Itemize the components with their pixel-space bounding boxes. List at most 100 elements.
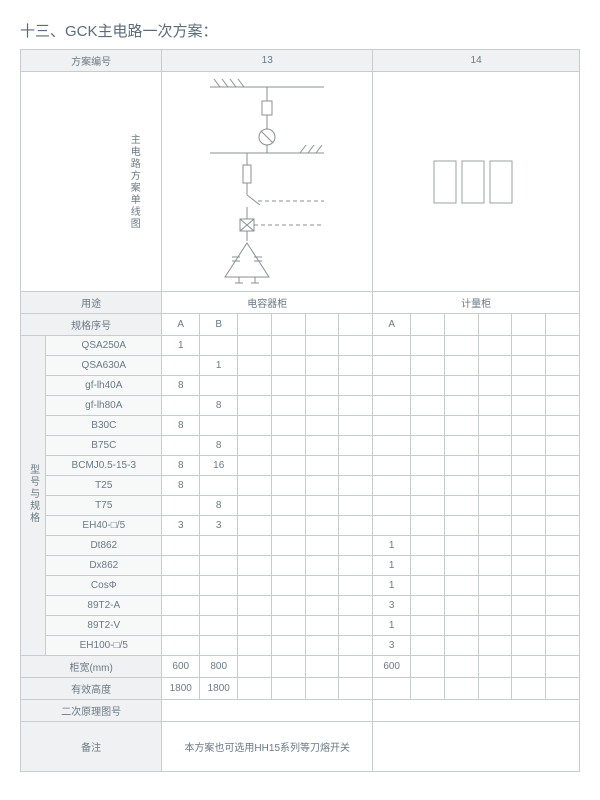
cell: [271, 376, 305, 396]
cell: [411, 596, 445, 616]
cell: 1: [373, 536, 411, 556]
cell: [373, 476, 411, 496]
cell: [162, 576, 200, 596]
cell: [546, 476, 580, 496]
secondary-14: [373, 700, 580, 722]
cell: [373, 416, 411, 436]
cell: [339, 496, 373, 516]
cell: 3: [373, 636, 411, 656]
cell: [200, 416, 238, 436]
cell: [305, 456, 339, 476]
cell: [238, 596, 272, 616]
table-row: 型号与规格QSA250A1: [21, 336, 580, 356]
cell: [546, 436, 580, 456]
cell: [546, 536, 580, 556]
cell: [162, 396, 200, 416]
effh-a: 1800: [162, 678, 200, 700]
cell: [238, 556, 272, 576]
cell: [373, 496, 411, 516]
cell: [444, 556, 478, 576]
cell: [339, 576, 373, 596]
table-row: Dx8621: [21, 556, 580, 576]
cell: [444, 436, 478, 456]
cell: [238, 436, 272, 456]
cell: [444, 516, 478, 536]
cell: 16: [200, 456, 238, 476]
cell: [271, 496, 305, 516]
row-label: QSA250A: [46, 336, 162, 356]
cell: [373, 356, 411, 376]
page-title: 十三、GCK主电路一次方案：: [20, 20, 580, 41]
cell: [305, 416, 339, 436]
cell: [512, 496, 546, 516]
cell: [305, 596, 339, 616]
table-row: 89T2-A3: [21, 596, 580, 616]
cell: [339, 436, 373, 456]
cell: 8: [162, 416, 200, 436]
secondary-13: [162, 700, 373, 722]
cell: [512, 536, 546, 556]
cell: [411, 436, 445, 456]
hdr-col14: 14: [373, 50, 580, 72]
row-label: CosΦ: [46, 576, 162, 596]
remark-14: [373, 722, 580, 772]
cell: [305, 336, 339, 356]
cell: [305, 636, 339, 656]
row-label: QSA630A: [46, 356, 162, 376]
c13-4: [271, 314, 305, 336]
cell: 8: [162, 456, 200, 476]
cell: [444, 456, 478, 476]
c14-5: [512, 314, 546, 336]
diagram-14: [373, 72, 580, 292]
cell: [512, 416, 546, 436]
table-row: 89T2-V1: [21, 616, 580, 636]
cell: [546, 456, 580, 476]
cell: [200, 576, 238, 596]
cell: [478, 356, 512, 376]
cell: [546, 616, 580, 636]
cell: [162, 596, 200, 616]
cell: [238, 456, 272, 476]
cell: [411, 636, 445, 656]
cell: [339, 456, 373, 476]
cell: [305, 616, 339, 636]
cell: [238, 356, 272, 376]
cell: [512, 516, 546, 536]
cell: [444, 616, 478, 636]
cell: [478, 396, 512, 416]
cell: [200, 476, 238, 496]
c13-5: [305, 314, 339, 336]
cell: [238, 536, 272, 556]
cell: [271, 336, 305, 356]
hdr-scheme-no: 方案编号: [21, 50, 162, 72]
cell: [444, 636, 478, 656]
row-label: EH40-□/5: [46, 516, 162, 536]
cell: [512, 476, 546, 496]
cell: [478, 476, 512, 496]
cell: [271, 636, 305, 656]
cell: [546, 396, 580, 416]
cell: [200, 596, 238, 616]
cell: [200, 636, 238, 656]
cell: [373, 436, 411, 456]
cabw-b: 800: [200, 656, 238, 678]
cell: [339, 616, 373, 636]
cell: [546, 496, 580, 516]
cell: [512, 396, 546, 416]
cell: [238, 396, 272, 416]
cell: [546, 336, 580, 356]
cell: [271, 596, 305, 616]
cell: [339, 536, 373, 556]
cell: 1: [200, 356, 238, 376]
table-row: Dt862 1: [21, 536, 580, 556]
table-row: BCMJ0.5-15-3816: [21, 456, 580, 476]
cell: [162, 496, 200, 516]
cell: [200, 556, 238, 576]
cell: [305, 536, 339, 556]
cell: [411, 336, 445, 356]
table-row: EH100-□/53: [21, 636, 580, 656]
model-spec-vlabel: 型号与规格: [26, 464, 41, 524]
row-label: Dt862: [46, 536, 162, 556]
cell: 8: [200, 496, 238, 516]
cell: [305, 576, 339, 596]
